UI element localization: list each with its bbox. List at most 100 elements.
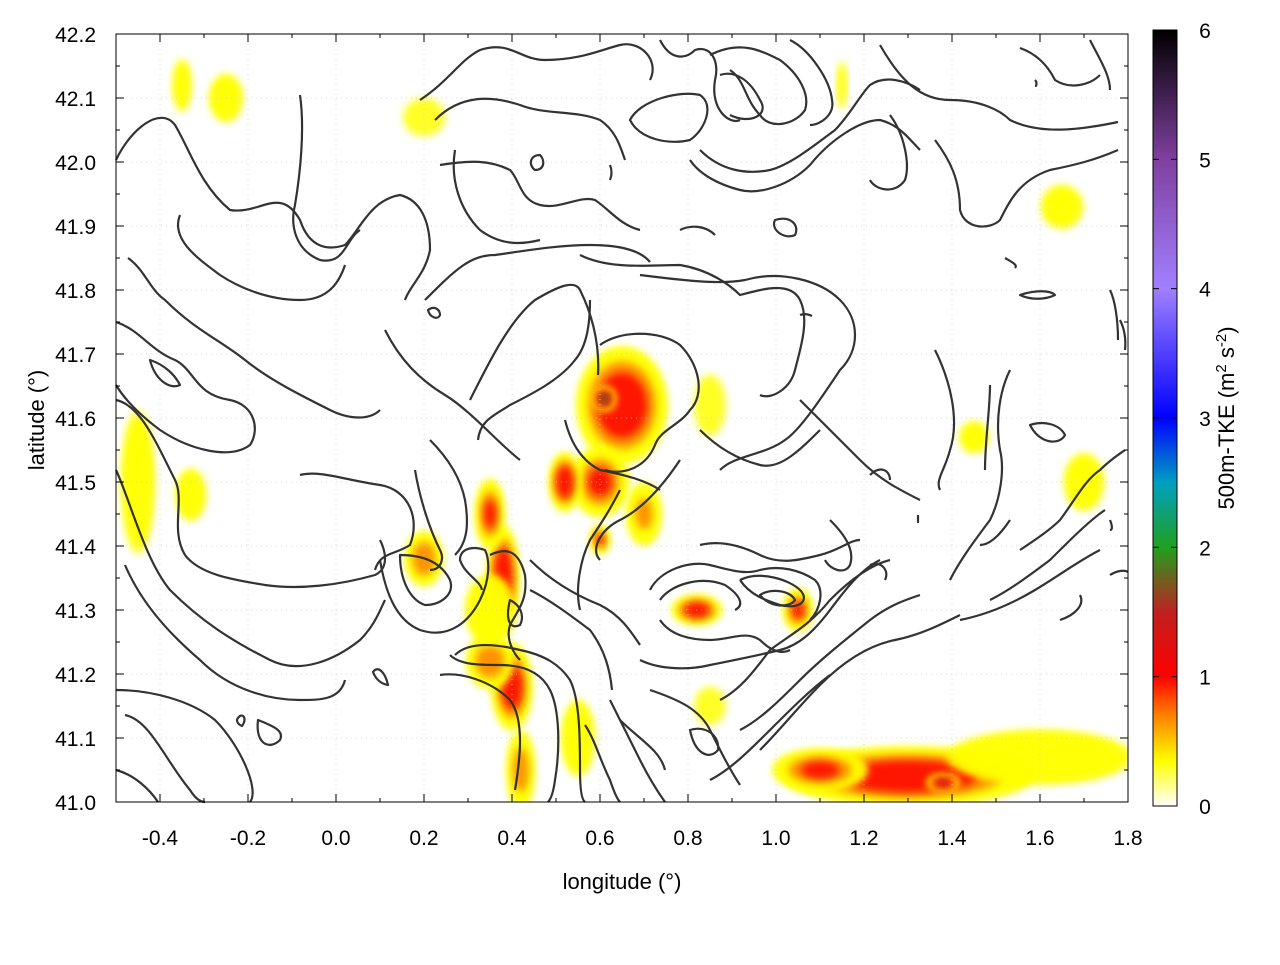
tke-patch — [563, 704, 593, 772]
contour-line — [649, 562, 822, 621]
contour-line — [628, 92, 709, 143]
contour-line — [949, 369, 1011, 581]
contour-line — [799, 313, 813, 317]
x-tick-label: 1.2 — [849, 827, 878, 850]
contour-line — [1004, 257, 1017, 269]
contour-line — [619, 719, 667, 771]
contour-line — [1019, 46, 1101, 87]
contour-line — [529, 153, 545, 172]
contour-line — [989, 509, 1106, 601]
contour-line — [148, 358, 182, 388]
contour-line — [1034, 79, 1038, 88]
contour-line — [699, 429, 821, 467]
x-axis: -0.4 -0.2 0.0 0.2 0.4 0.6 0.8 1.0 1.2 1.4 1.6 1.8 — [142, 34, 1143, 850]
contour-line — [799, 399, 921, 501]
contour-line — [413, 469, 444, 572]
contour-line — [934, 139, 1119, 228]
contour-line — [529, 559, 641, 646]
contour-line — [489, 549, 527, 661]
contour-line — [594, 459, 681, 561]
contour-line — [688, 727, 720, 756]
y-tick-label: 41.8 — [55, 280, 96, 303]
tke-patch — [475, 644, 505, 678]
contour-line — [739, 593, 921, 731]
contour-line — [1108, 519, 1113, 532]
contour-line — [115, 320, 256, 454]
contour-line — [177, 214, 347, 302]
contour-line — [439, 160, 641, 232]
contour-line — [1018, 290, 1057, 300]
tke-patch — [402, 98, 446, 137]
contour-line — [772, 217, 798, 238]
colorbar-tick-label: 1 — [1199, 667, 1211, 690]
tke-patch — [961, 423, 987, 451]
x-tick-label: 0.8 — [673, 827, 702, 850]
contour-line — [639, 273, 857, 471]
contour-line — [739, 574, 805, 608]
contour-line — [934, 349, 956, 491]
contour-line — [419, 43, 654, 101]
contour-line — [584, 724, 621, 803]
y-tick-label: 41.5 — [55, 472, 96, 495]
contour-line — [719, 72, 764, 121]
contour-line — [115, 768, 159, 803]
contour-line — [292, 94, 361, 262]
contour-line — [709, 46, 808, 126]
contour-line — [649, 688, 741, 786]
tke-patch — [955, 732, 1125, 782]
x-tick-label: 1.0 — [761, 827, 790, 850]
y-tick-label: 41.1 — [55, 728, 96, 751]
contour-line — [1089, 39, 1112, 91]
contour-line — [476, 299, 592, 441]
contour-line — [608, 164, 613, 181]
y-axis-label: latitude (°) — [24, 370, 49, 471]
contour-line — [599, 332, 700, 473]
y-tick-label: 41.3 — [55, 600, 96, 623]
contour-line — [879, 44, 1119, 131]
tke-patch — [935, 779, 951, 787]
colorbar-label-mid: s — [1214, 347, 1239, 364]
tke-patch — [588, 467, 612, 497]
tke-patch — [800, 761, 840, 779]
contour-line — [1119, 319, 1127, 351]
contour-line — [869, 114, 908, 191]
contour-line — [1019, 449, 1126, 551]
contour-line — [659, 580, 742, 611]
tke-patch — [1066, 457, 1102, 507]
x-tick-label: 0.6 — [585, 827, 614, 850]
contour-line — [115, 469, 386, 668]
contour-line — [789, 39, 834, 127]
contour-line — [469, 283, 600, 401]
tke-patch — [600, 394, 608, 403]
contour-line — [659, 39, 741, 123]
contour-line — [1109, 569, 1129, 576]
contour-line — [115, 398, 387, 589]
contour-line — [454, 643, 586, 803]
colorbar-tick-label: 6 — [1199, 20, 1211, 43]
y-tick-label: 41.6 — [55, 408, 96, 431]
contour-line — [689, 118, 921, 193]
colorbar-tick-label: 4 — [1199, 279, 1211, 302]
contour-line — [506, 598, 524, 628]
contour-line — [429, 439, 469, 556]
contour-line — [115, 688, 254, 803]
contour-line — [824, 519, 853, 572]
y-tick-label: 41.7 — [55, 344, 96, 367]
colorbar-ticks: 0 1 2 3 4 5 6 — [1153, 20, 1211, 819]
x-axis-label: longitude (°) — [563, 869, 682, 894]
contour-line — [256, 718, 283, 746]
contour-line — [452, 149, 541, 245]
x-tick-label: 0.2 — [409, 827, 438, 850]
contour-line — [449, 654, 560, 803]
y-tick-label: 41.9 — [55, 216, 96, 239]
colorbar-tick-label: 0 — [1199, 796, 1211, 819]
colorbar-tick-label: 3 — [1199, 408, 1211, 431]
colorbar-label-sup2: -2 — [1213, 334, 1230, 347]
x-tick-label: 1.4 — [937, 827, 967, 850]
tke-patch — [838, 63, 846, 107]
tke-patch — [1044, 188, 1080, 226]
contour-line — [123, 564, 347, 702]
colorbar-tick-label: 2 — [1199, 537, 1211, 560]
contour-line — [299, 472, 415, 571]
